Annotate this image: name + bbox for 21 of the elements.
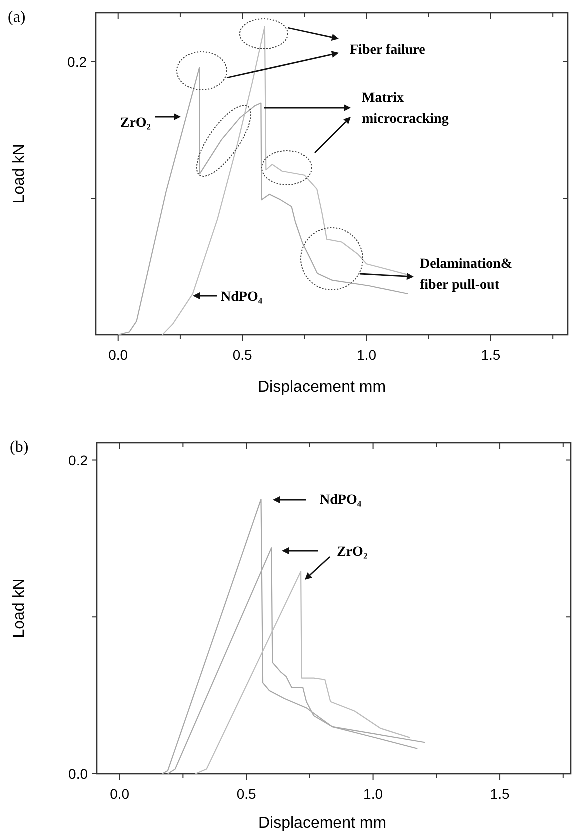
x-tick-label: 1.5: [481, 347, 501, 363]
annotation: Fiber failure: [350, 43, 426, 58]
annotation: Matrix microcracking: [362, 91, 449, 127]
x-tick-label: 0.5: [232, 347, 253, 363]
annotation: ZrO₂: [337, 545, 368, 560]
y-axis-title: Load kN: [11, 578, 28, 638]
x-axis-title: Displacement mm: [258, 815, 387, 832]
x-tick-label: 1.0: [364, 786, 384, 802]
x-tick-label: 1.0: [357, 347, 377, 363]
chart-title: (b): [10, 439, 29, 456]
chart-title: (a): [8, 9, 26, 26]
x-axis-title: Displacement mm: [258, 379, 386, 396]
x-tick-label: 0.0: [108, 347, 128, 363]
annotation: Delamination& fiber pull-out: [420, 257, 513, 293]
x-tick-label: 0.0: [110, 786, 130, 802]
annotation: NdPO₄: [221, 290, 264, 305]
x-tick-label: 0.5: [236, 786, 256, 802]
annotation: ZrO₂: [120, 116, 151, 131]
annotation: NdPO₄: [320, 493, 362, 508]
x-tick-label: 1.5: [490, 786, 510, 802]
y-axis-title: Load kN: [11, 144, 28, 204]
